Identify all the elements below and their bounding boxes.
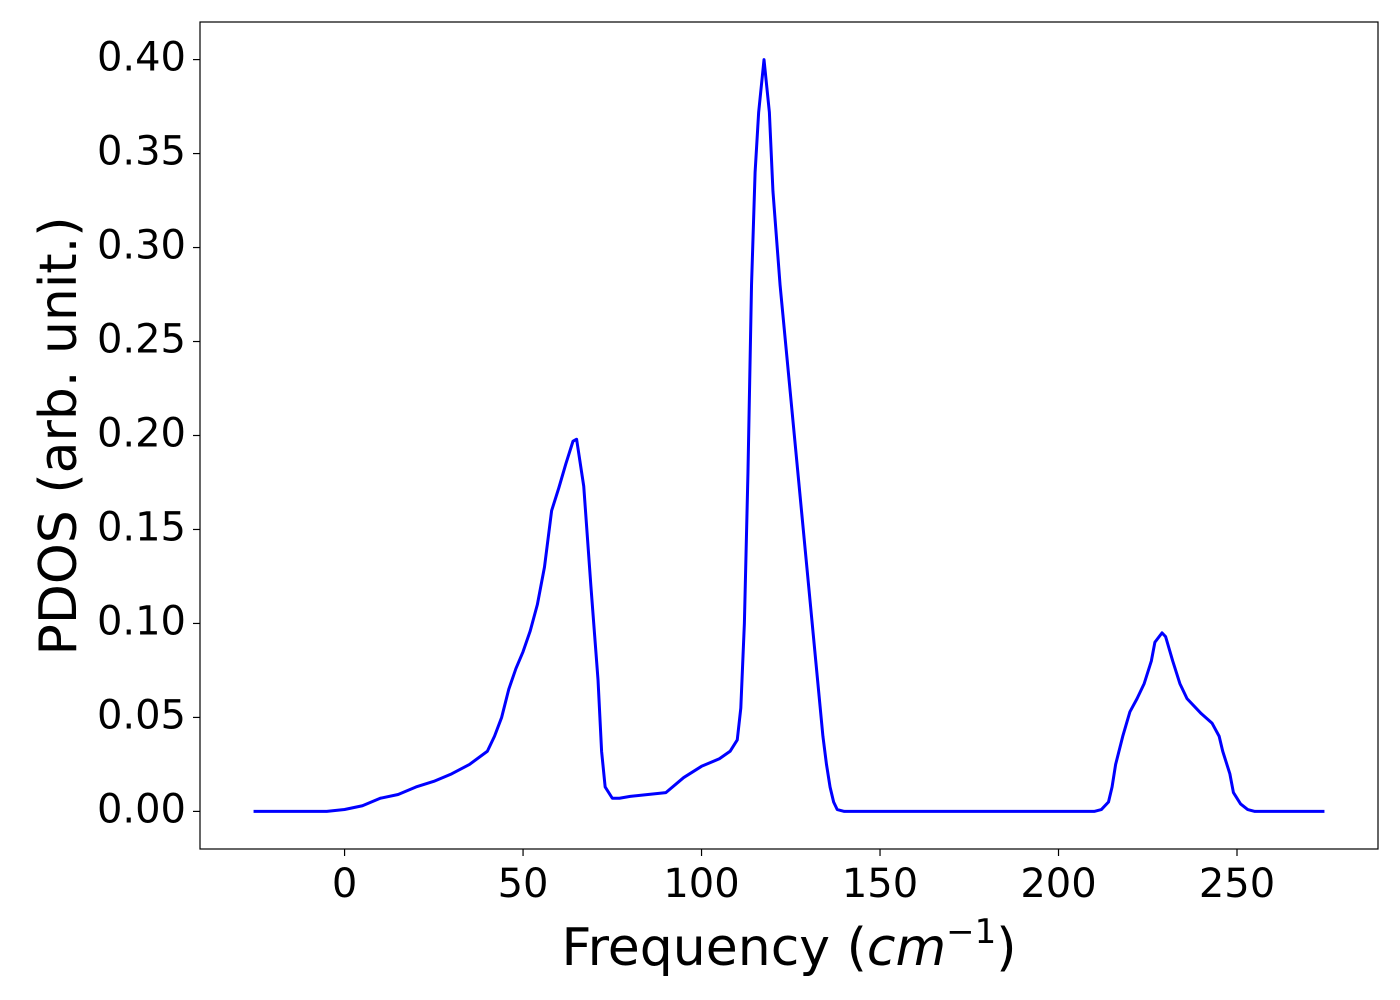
data-line xyxy=(253,58,1325,813)
x-label-exponent: −1 xyxy=(946,912,996,952)
y-tick-label: 0.40 xyxy=(97,35,186,81)
x-label-close: ) xyxy=(996,918,1016,978)
y-tick-label: 0.10 xyxy=(97,598,186,644)
x-tick-label: 250 xyxy=(1199,861,1275,907)
x-tick-label: 100 xyxy=(663,861,739,907)
x-tick-label: 50 xyxy=(498,861,549,907)
y-tick-label: 0.05 xyxy=(97,692,186,738)
x-label-text: Frequency ( xyxy=(561,918,866,978)
x-tick-label: 200 xyxy=(1020,861,1096,907)
x-label-unit: cm xyxy=(867,918,946,978)
y-tick-label: 0.20 xyxy=(97,411,186,457)
y-tick-label: 0.00 xyxy=(97,786,186,832)
x-tick-label: 0 xyxy=(332,861,357,907)
y-tick-label: 0.15 xyxy=(97,504,186,550)
x-tick-label: 150 xyxy=(842,861,918,907)
y-axis-label: PDOS (arb. unit.) xyxy=(29,216,89,655)
y-tick-label: 0.35 xyxy=(97,129,186,175)
y-tick-label: 0.25 xyxy=(97,317,186,363)
x-axis-label: Frequency (cm−1) xyxy=(561,912,1016,978)
y-tick-label: 0.30 xyxy=(97,223,186,269)
